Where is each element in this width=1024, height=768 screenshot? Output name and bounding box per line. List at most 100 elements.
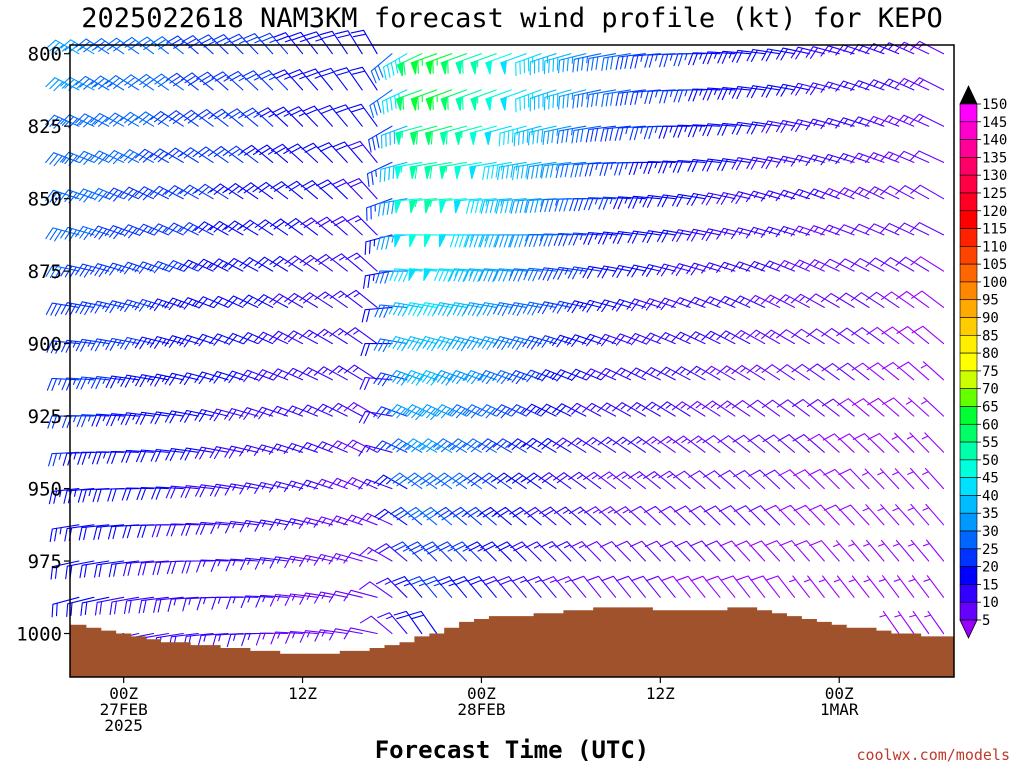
wind-barb — [746, 399, 781, 417]
wind-barb — [793, 504, 825, 526]
wind-barb — [850, 43, 885, 55]
colorbar-segment — [959, 192, 978, 212]
wind-barb — [288, 31, 319, 55]
wind-barb — [120, 412, 155, 426]
wind-barb — [543, 89, 572, 111]
wind-barb — [851, 398, 885, 417]
y-axis-ticks: 800 825 850 875 900 925 950 975 1000 — [16, 44, 70, 646]
wind-barb — [880, 222, 915, 236]
colorbar-segment — [959, 566, 978, 585]
wind-barb — [285, 180, 319, 200]
wind-barb — [425, 89, 453, 111]
wind-barb — [659, 540, 691, 562]
wind-barb — [448, 268, 482, 283]
wind-barb — [66, 596, 95, 617]
wind-barb — [615, 89, 646, 107]
wind-barb — [529, 53, 557, 76]
colorbar-tick-label: 150 — [982, 97, 1007, 113]
wind-barb — [298, 404, 333, 417]
x-tick-label: 28FEB — [457, 700, 505, 719]
wind-barb — [836, 362, 870, 381]
wind-barb — [791, 363, 825, 381]
wind-barb — [75, 301, 110, 316]
wind-barb — [626, 332, 661, 346]
wind-barb — [253, 444, 289, 456]
wind-barb — [524, 233, 557, 248]
wind-barb — [75, 75, 110, 91]
wind-barb — [790, 225, 825, 237]
wind-barb — [283, 367, 319, 381]
wind-barb — [525, 541, 557, 562]
wind-barb — [165, 485, 199, 499]
wind-barb — [149, 373, 184, 387]
wind-barb — [526, 161, 557, 180]
wind-barb — [615, 53, 646, 70]
wind-barb — [921, 432, 945, 453]
wind-barb — [417, 370, 453, 386]
wind-barb — [239, 294, 274, 308]
wind-barb — [881, 361, 915, 381]
wind-barb — [493, 268, 527, 282]
wind-barb — [686, 262, 721, 276]
wind-barb — [80, 596, 110, 617]
wind-barb — [862, 504, 885, 526]
wind-barb — [463, 268, 497, 283]
wind-barb — [763, 504, 796, 526]
wind-barb — [62, 451, 95, 466]
credit-text: coolwx.com/models — [856, 746, 1010, 764]
wind-barb — [878, 575, 900, 598]
wind-barb — [733, 469, 766, 490]
wind-barb — [894, 77, 930, 91]
wind-barb — [440, 89, 468, 111]
wind-barb — [553, 506, 587, 526]
wind-barb — [808, 504, 840, 526]
wind-barb — [404, 506, 438, 526]
colorbar-tick-label: 135 — [982, 150, 1007, 166]
wind-barb — [702, 87, 736, 101]
wind-barb — [45, 77, 80, 92]
wind-barb — [807, 433, 840, 453]
wind-barb — [571, 575, 602, 598]
wind-barb — [257, 32, 289, 55]
wind-barb — [703, 505, 736, 526]
wind-barb — [716, 192, 751, 205]
wind-barb — [209, 295, 244, 309]
wind-barb — [76, 376, 110, 390]
wind-barb — [464, 506, 497, 526]
wind-barb — [482, 161, 512, 181]
wind-barb — [515, 89, 542, 113]
colorbar-tick-label: 15 — [982, 577, 999, 593]
wind-barb — [402, 370, 438, 386]
wind-barb — [745, 190, 781, 203]
wind-barb — [346, 215, 378, 236]
wind-barb — [779, 540, 810, 562]
wind-barb — [373, 440, 408, 453]
wind-barb — [538, 472, 572, 490]
wind-barb — [703, 470, 736, 490]
wind-barb — [809, 540, 840, 562]
wind-barb — [344, 289, 378, 308]
wind-barb — [586, 575, 617, 598]
wind-barb — [731, 227, 766, 240]
wind-barb — [328, 590, 363, 603]
wind-barb — [269, 593, 304, 607]
wind-barb — [479, 234, 512, 248]
x-tick-label: 12Z — [646, 684, 675, 703]
wind-barb — [540, 541, 572, 562]
wind-barb — [716, 158, 751, 172]
wind-barb — [331, 178, 363, 200]
wind-barb — [823, 504, 855, 526]
wind-barb — [746, 156, 781, 170]
wind-barb — [612, 402, 646, 417]
x-tick-label: 12Z — [288, 684, 317, 703]
wind-barb — [436, 576, 468, 598]
wind-barb — [448, 302, 482, 317]
wind-barb — [895, 290, 930, 308]
wind-barb — [254, 256, 289, 272]
wind-barb — [584, 541, 617, 562]
wind-barb — [822, 433, 855, 453]
wind-barb — [313, 553, 348, 566]
x-tick-label: 1MAR — [820, 700, 859, 719]
wind-barb — [630, 575, 661, 598]
